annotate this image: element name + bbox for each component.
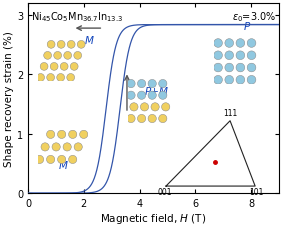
Text: P+M: P+M <box>145 87 169 97</box>
Text: Ni$_{45}$Co$_5$Mn$_{36.7}$In$_{13.3}$: Ni$_{45}$Co$_5$Mn$_{36.7}$In$_{13.3}$ <box>31 10 123 24</box>
X-axis label: Magnetic field, $H$ (T): Magnetic field, $H$ (T) <box>100 211 207 225</box>
Text: M: M <box>59 160 68 170</box>
Text: 001: 001 <box>157 187 172 196</box>
Text: M: M <box>85 36 94 46</box>
Y-axis label: Shape recovery strain (%): Shape recovery strain (%) <box>4 31 14 166</box>
Text: 101: 101 <box>249 187 264 196</box>
Text: 111: 111 <box>223 108 237 117</box>
Text: $\varepsilon_0$=3.0%: $\varepsilon_0$=3.0% <box>232 10 276 24</box>
Text: P: P <box>244 22 250 32</box>
